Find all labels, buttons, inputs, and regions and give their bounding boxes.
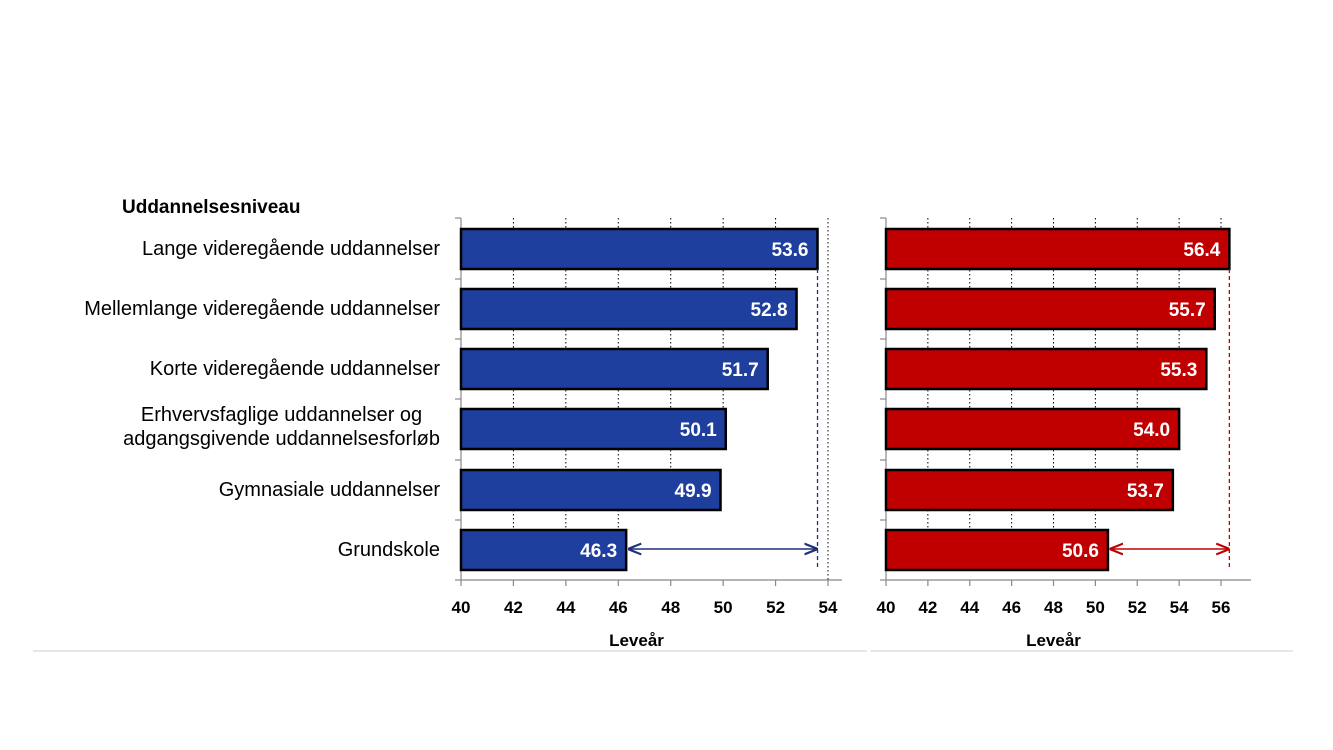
x-tick-label-48: 48 [661, 598, 680, 617]
bar-2 [459, 347, 769, 391]
value-label-2: 55.3 [1160, 360, 1197, 381]
x-tick-label-40: 40 [452, 598, 471, 617]
category-label-3: Erhvervsfaglige uddannelser og adgangsgiv… [123, 403, 440, 451]
x-tick-label-46: 46 [609, 598, 628, 617]
x-tick-label-54: 54 [1170, 598, 1189, 617]
bar-0 [459, 227, 819, 271]
x-tick-label-44: 44 [556, 598, 575, 617]
category-label-2: Korte videregående uddannelser [149, 358, 440, 380]
bar-4 [884, 468, 1175, 512]
x-tick-label-50: 50 [714, 598, 733, 617]
bar-0 [884, 227, 1231, 271]
x-tick-label-46: 46 [1002, 598, 1021, 617]
value-label-5: 46.3 [580, 541, 617, 562]
x-tick-label-52: 52 [766, 598, 785, 617]
x-axis-title: Leveår [609, 631, 664, 650]
x-tick-label-50: 50 [1086, 598, 1105, 617]
category-label-0: Lange videregående uddannelser [141, 238, 440, 260]
x-tick-label-52: 52 [1128, 598, 1147, 617]
bar-3 [884, 407, 1181, 451]
x-tick-label-48: 48 [1044, 598, 1063, 617]
x-tick-label-40: 40 [877, 598, 896, 617]
bar-4 [459, 468, 722, 512]
category-label-5: Grundskole [337, 539, 440, 561]
x-tick-label-42: 42 [918, 598, 937, 617]
category-label-1: Mellemlange videregående uddannelser [84, 298, 440, 320]
category-axis-title: Uddannelsesniveau [122, 197, 301, 218]
value-label-3: 50.1 [680, 420, 717, 441]
x-tick-label-44: 44 [960, 598, 979, 617]
x-tick-label-42: 42 [504, 598, 523, 617]
value-label-5: 50.6 [1062, 541, 1099, 562]
bar-2 [884, 347, 1208, 391]
value-label-2: 51.7 [722, 360, 759, 381]
bar-5 [884, 528, 1110, 572]
value-label-1: 55.7 [1169, 300, 1206, 321]
x-tick-label-54: 54 [819, 598, 838, 617]
bar-1 [884, 287, 1216, 331]
value-label-0: 53.6 [772, 240, 809, 261]
bar-5 [459, 528, 628, 572]
x-tick-label-56: 56 [1212, 598, 1231, 617]
value-label-4: 49.9 [675, 481, 712, 502]
bar-3 [459, 407, 728, 451]
value-label-1: 52.8 [751, 300, 788, 321]
value-label-4: 53.7 [1127, 481, 1164, 502]
category-label-4: Gymnasiale uddannelser [218, 479, 440, 501]
category-label-line: Erhvervsfaglige uddannelser og [140, 404, 423, 426]
value-label-0: 56.4 [1183, 240, 1220, 261]
bar-1 [459, 287, 798, 331]
x-axis-title: Leveår [1026, 631, 1081, 650]
value-label-3: 54.0 [1133, 420, 1170, 441]
category-label-line: adgangsgivende uddannelsesforløb [123, 428, 440, 450]
